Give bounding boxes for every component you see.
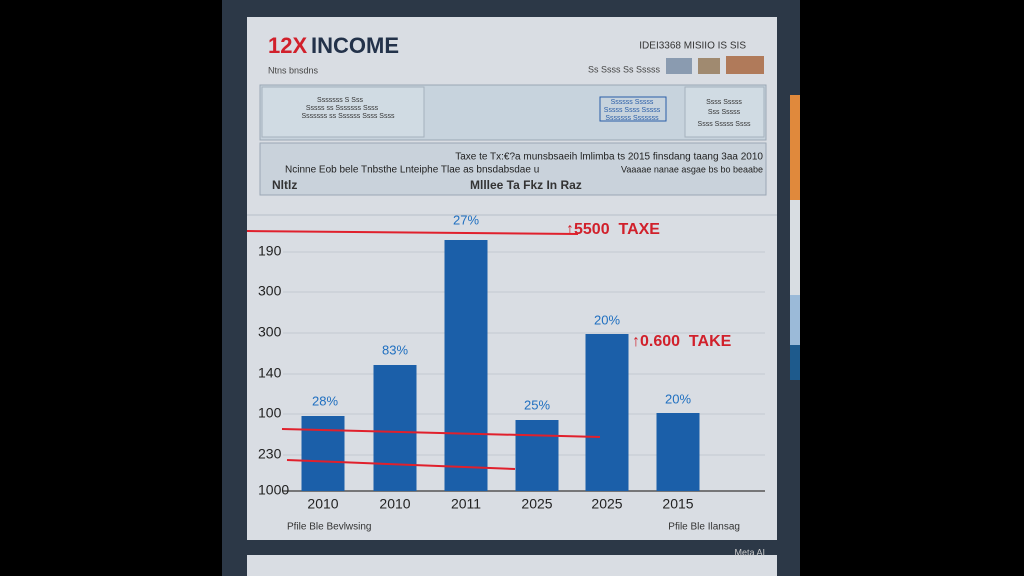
- stripe: [790, 345, 800, 380]
- bar-note: 27%: [453, 212, 479, 227]
- info-text: Ssss Sssss: [706, 99, 742, 106]
- y-tick-label: 100: [258, 405, 282, 421]
- annotation-line: [286, 459, 516, 470]
- stripe: [790, 200, 800, 295]
- x-tick-label: 2010: [307, 496, 338, 512]
- info-cell: [261, 86, 425, 138]
- bar: [515, 420, 559, 491]
- info-line: Ncinne Eob bele Tnbsthe Lnteiphe Tlae as…: [285, 165, 539, 176]
- bar-note: 25%: [524, 397, 550, 412]
- bar: [444, 240, 488, 491]
- bar: [585, 334, 629, 491]
- info-text: Sss Sssss: [708, 109, 741, 116]
- info-text: Sssssss S Sss: [317, 97, 363, 104]
- info-line: Taxe te Tx:€?a munsbsaeih lmlimba ts 201…: [455, 152, 763, 163]
- x-tick-label: 2025: [521, 496, 552, 512]
- panel-next: [247, 555, 777, 576]
- code: IDEI3368 MISIIO IS SIS: [639, 41, 746, 52]
- info-text: Sssss ss Sssssss Ssss: [306, 105, 379, 112]
- icon: [726, 56, 764, 74]
- y-tick-label: 190: [258, 243, 282, 259]
- bar-note: 83%: [382, 342, 408, 357]
- x-tick-label: 2015: [662, 496, 693, 512]
- x-tick-label: 2010: [379, 496, 410, 512]
- bar-note: 20%: [594, 312, 620, 327]
- annotation-line: [281, 428, 601, 438]
- info-label: Mlllee Ta Fkz In Raz: [470, 178, 582, 192]
- footer-text: Pfile Ble Ilansag: [668, 522, 740, 533]
- info-text: Ssssss Sssss: [611, 99, 654, 106]
- icon: [698, 58, 720, 74]
- watermark: Meta AI: [734, 547, 765, 557]
- callout: ↑0.600 TAKE: [632, 333, 732, 350]
- bar: [373, 365, 417, 491]
- x-tick-label: 2011: [451, 496, 481, 512]
- bar-note: 28%: [312, 393, 338, 408]
- y-tick-label: 1000: [258, 482, 289, 498]
- info-cell: [684, 86, 765, 138]
- bar: [656, 413, 700, 491]
- info-label: Nltlz: [272, 178, 297, 192]
- icon: [666, 58, 692, 74]
- chart: 1000 230 100 140 300 300 190 2010 2010 2011 2025 20…: [258, 212, 765, 512]
- info-text: Sssssss Sssssss: [605, 115, 659, 122]
- y-tick-label: 140: [258, 365, 282, 381]
- info-text: Sssss Ssss Sssss: [604, 107, 661, 114]
- y-tick-label: 300: [258, 283, 282, 299]
- title-mark: 12X: [268, 33, 307, 58]
- info-text: Sssssss ss Ssssss Ssss Ssss: [302, 113, 395, 120]
- title: INCOME: [311, 33, 399, 58]
- meta: Ss Ssss Ss Sssss: [588, 64, 661, 74]
- bar: [301, 416, 345, 491]
- y-tick-label: 230: [258, 446, 282, 462]
- info-box: [259, 142, 767, 196]
- stripe: [790, 295, 800, 345]
- y-tick-label: 300: [258, 324, 282, 340]
- info-text: Ssss Sssss Ssss: [698, 121, 751, 128]
- x-tick-label: 2025: [591, 496, 622, 512]
- info-cell: [599, 96, 667, 122]
- bar-note: 20%: [665, 391, 691, 406]
- annotation-line: [246, 230, 579, 235]
- footer-text: Pfile Ble Bevlwsing: [287, 522, 371, 533]
- subtitle: Ntns bnsdns: [268, 65, 319, 75]
- info-line: Vaaaae nanae asgae bs bo beaabe: [621, 164, 763, 174]
- callout: ↑5500 TAXE: [566, 221, 660, 238]
- stripe: [790, 95, 800, 200]
